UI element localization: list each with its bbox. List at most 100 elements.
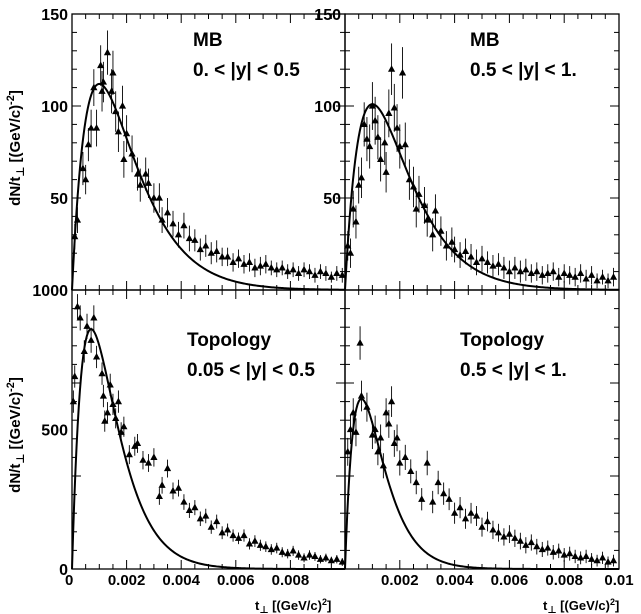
data-point xyxy=(251,263,259,271)
data-point xyxy=(73,216,82,223)
panel-label-dataset: Topology xyxy=(187,330,272,351)
data-point xyxy=(158,216,166,223)
data-point xyxy=(155,194,163,201)
data-point xyxy=(87,124,95,131)
y-axis-label-bottom: dN/t⊥ [(GeV/c)-2] xyxy=(5,377,27,493)
data-point xyxy=(107,87,116,94)
data-point xyxy=(483,258,492,265)
fit-curve xyxy=(344,103,620,291)
panel-label-dataset: MB xyxy=(470,30,500,51)
data-point xyxy=(125,450,133,458)
data-point xyxy=(478,523,486,530)
data-point xyxy=(442,241,450,249)
data-point xyxy=(300,553,308,561)
data-point xyxy=(185,234,193,242)
data-point xyxy=(123,129,131,137)
fit-curve xyxy=(71,82,346,291)
data-point xyxy=(582,552,590,560)
data-point xyxy=(382,168,390,175)
fit-curve xyxy=(344,397,619,570)
data-point xyxy=(112,107,120,115)
data-point xyxy=(533,267,541,275)
data-point xyxy=(500,532,508,540)
data-point xyxy=(251,537,259,544)
data-point xyxy=(368,102,376,109)
data-point xyxy=(136,181,144,188)
data-point xyxy=(106,380,114,388)
data-point xyxy=(381,138,389,146)
y-tick-label: 50 xyxy=(50,191,68,208)
data-point xyxy=(322,553,330,561)
data-point xyxy=(516,267,524,275)
data-point xyxy=(144,179,153,186)
data-point xyxy=(483,517,492,525)
data-point xyxy=(83,322,91,329)
data-point xyxy=(387,397,396,405)
data-point xyxy=(98,369,106,377)
data-point xyxy=(582,274,590,282)
data-point xyxy=(128,149,136,157)
data-point xyxy=(505,267,513,275)
data-point xyxy=(112,414,120,421)
data-point xyxy=(349,205,357,212)
data-point xyxy=(393,433,401,441)
data-point xyxy=(527,269,535,277)
data-point xyxy=(448,238,456,245)
data-point xyxy=(500,263,508,271)
data-point xyxy=(511,534,519,541)
data-point xyxy=(415,190,423,197)
data-point xyxy=(363,135,371,142)
panel-label-dataset: Topology xyxy=(460,330,545,351)
data-point xyxy=(357,173,366,181)
data-point xyxy=(294,551,303,558)
data-point xyxy=(139,456,147,463)
data-point xyxy=(555,546,563,554)
data-point xyxy=(99,392,107,399)
data-point xyxy=(396,142,404,150)
data-point xyxy=(338,271,346,278)
data-point xyxy=(196,514,204,522)
data-point xyxy=(352,428,360,435)
panel-label-rapidity: 0.05 < |y| < 0.5 xyxy=(187,360,315,381)
data-point xyxy=(69,397,77,405)
data-point xyxy=(401,140,409,148)
data-point xyxy=(352,217,360,225)
data-point xyxy=(409,182,418,190)
data-point xyxy=(90,83,98,91)
data-point xyxy=(322,269,330,277)
data-point xyxy=(180,498,188,505)
data-point xyxy=(71,232,79,240)
data-point xyxy=(109,400,117,407)
data-point xyxy=(82,175,90,183)
data-point xyxy=(467,252,475,260)
data-point xyxy=(588,271,596,278)
panel-label-dataset: MB xyxy=(193,30,223,51)
data-point xyxy=(456,251,464,258)
data-point xyxy=(87,336,95,343)
panel-label-rapidity: 0. < |y| < 0.5 xyxy=(193,60,300,81)
y-tick-label: 100 xyxy=(41,99,68,116)
data-point xyxy=(577,553,585,561)
y-tick-label: 0 xyxy=(59,562,68,579)
data-point xyxy=(368,431,376,438)
data-point xyxy=(327,273,335,280)
x-tick-label: 0.008 xyxy=(272,572,310,589)
data-point xyxy=(79,164,87,172)
data-point xyxy=(577,269,585,277)
data-point xyxy=(289,546,297,554)
data-point xyxy=(412,205,420,212)
data-point xyxy=(434,478,442,486)
data-point xyxy=(213,247,221,254)
data-point xyxy=(207,523,215,530)
y-tick-label: 500 xyxy=(41,423,68,440)
data-point xyxy=(355,181,363,188)
data-point xyxy=(489,262,497,269)
y-tick-label: 50 xyxy=(323,191,341,208)
data-point xyxy=(84,140,92,148)
x-tick-label: 0.004 xyxy=(162,572,200,589)
data-point xyxy=(538,545,546,553)
data-point xyxy=(92,124,101,131)
data-point xyxy=(385,109,393,116)
data-point xyxy=(489,525,497,533)
